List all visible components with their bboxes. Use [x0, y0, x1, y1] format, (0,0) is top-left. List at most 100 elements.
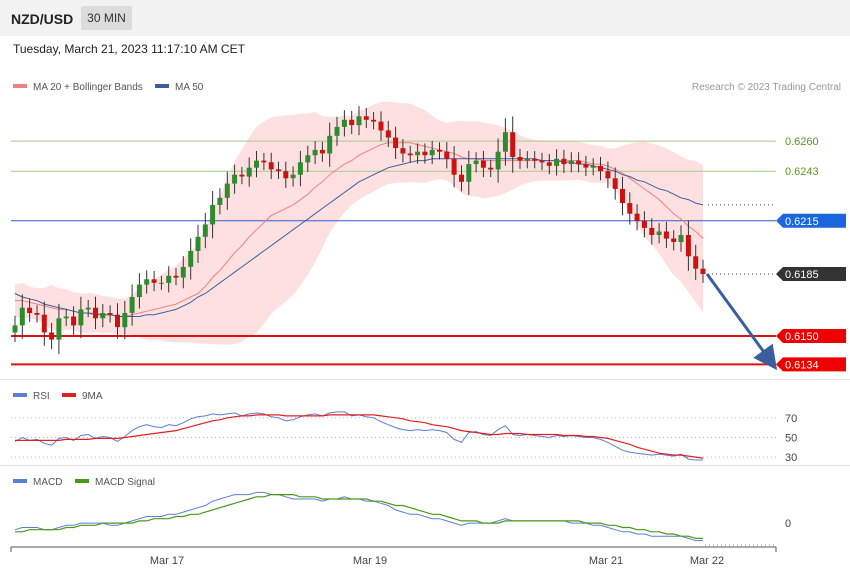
candle-body	[671, 238, 677, 242]
level-tag-0.6134	[776, 357, 846, 372]
chart-header: NZD/USD 30 MIN	[0, 0, 850, 36]
macd-signal-line	[15, 494, 703, 540]
chart-datetime: Tuesday, March 21, 2023 11:17:10 AM CET	[13, 42, 245, 56]
level-tag-0.6185	[776, 267, 846, 281]
candle-body	[539, 160, 545, 163]
candle-body	[93, 307, 98, 319]
rsi-ma-legend-swatch	[62, 393, 76, 397]
rsi-ma-legend-label: 9MA	[82, 391, 103, 402]
level-label-0.6243: 0.6243	[785, 166, 819, 178]
candle-body	[239, 174, 245, 177]
candle-body	[663, 231, 669, 239]
candle-body	[363, 116, 369, 120]
x-tick-label: Mar 21	[589, 555, 623, 567]
level-label-0.6150: 0.6150	[785, 331, 819, 343]
candle-body	[422, 151, 428, 156]
candle-body	[195, 236, 201, 251]
candle-body	[56, 318, 62, 340]
candle-body	[488, 167, 494, 170]
candle-body	[312, 149, 318, 156]
candle-body	[451, 158, 457, 175]
projection-arrow-line	[705, 273, 778, 371]
candle-body	[319, 149, 325, 154]
candle-body	[217, 197, 223, 205]
candle-body	[63, 316, 69, 319]
candle-body	[502, 132, 508, 152]
candle-body	[100, 313, 106, 319]
candle-body	[532, 158, 538, 161]
candle-body	[136, 284, 142, 297]
candle-body	[261, 160, 267, 163]
candle-body	[480, 160, 486, 168]
candle-body	[546, 162, 552, 166]
candle-body	[202, 224, 208, 237]
candle-body	[517, 157, 523, 161]
candle-body	[561, 158, 567, 165]
rsi-ma-line	[15, 414, 704, 459]
projection-arrow	[705, 273, 778, 371]
macd-legend: MACD MACD Signal	[13, 477, 155, 488]
candle-body	[590, 165, 596, 168]
macd-signal-legend-swatch	[75, 479, 89, 483]
candle-body	[49, 332, 55, 340]
candle-body	[71, 316, 77, 326]
x-tick-label: Mar 17	[150, 555, 184, 567]
candle-body	[327, 135, 333, 154]
candle-body	[371, 119, 377, 122]
candle-body	[459, 174, 464, 182]
candle-body	[656, 231, 662, 235]
rsi-line	[14, 411, 703, 461]
candle-body	[188, 250, 194, 267]
candle-body	[598, 165, 603, 172]
candle-body	[568, 160, 574, 165]
candle-body	[19, 307, 25, 326]
level-label-0.6134: 0.6134	[785, 359, 819, 371]
ma20-line	[15, 142, 704, 317]
macd-legend-label: MACD	[33, 477, 62, 488]
candle-body	[283, 171, 289, 179]
candle-body	[122, 313, 128, 328]
candle-body	[276, 169, 281, 172]
symbol-label: NZD/USD	[11, 11, 74, 27]
candle-body	[393, 137, 399, 149]
candle-body	[649, 227, 655, 235]
candle-body	[510, 132, 516, 157]
candle-body	[495, 151, 501, 170]
candle-body	[620, 188, 625, 204]
candle-body	[12, 325, 18, 333]
candle-body	[297, 162, 303, 175]
price-levels	[11, 140, 776, 366]
ma50-legend-label: MA 50	[175, 82, 204, 93]
rsi-legend: RSI 9MA	[13, 391, 103, 402]
candle-body	[151, 279, 157, 283]
panel-separator	[0, 465, 850, 466]
candle-body	[429, 149, 435, 156]
candle-body	[641, 220, 647, 228]
macd-signal-legend-label: MACD Signal	[95, 477, 155, 488]
level-label-0.6215: 0.6215	[785, 216, 819, 228]
candle-body	[305, 155, 311, 163]
candle-body	[115, 314, 120, 328]
candle-body	[107, 313, 113, 315]
candle-body	[180, 266, 186, 278]
ma20-legend-label: MA 20 + Bollinger Bands	[33, 82, 143, 93]
candle-body	[334, 126, 340, 136]
candle-body	[224, 183, 230, 198]
candle-body	[612, 178, 618, 189]
candle-body	[341, 119, 347, 127]
level-label-0.6185: 0.6185	[785, 269, 819, 281]
candle-body	[85, 307, 91, 310]
candle-body	[78, 309, 84, 326]
candle-body	[173, 275, 179, 278]
macd-tick-label: 0	[785, 518, 791, 530]
candle-body	[627, 203, 633, 214]
candle-body	[27, 307, 33, 313]
candle-body	[700, 268, 706, 274]
candle-body	[129, 297, 135, 313]
candle-body	[473, 160, 479, 165]
x-tick-label: Mar 22	[690, 555, 724, 567]
rsi-panel: 70 50 30	[11, 411, 797, 464]
timeframe-button[interactable]: 30 MIN	[81, 6, 132, 30]
candle-body	[232, 174, 238, 184]
